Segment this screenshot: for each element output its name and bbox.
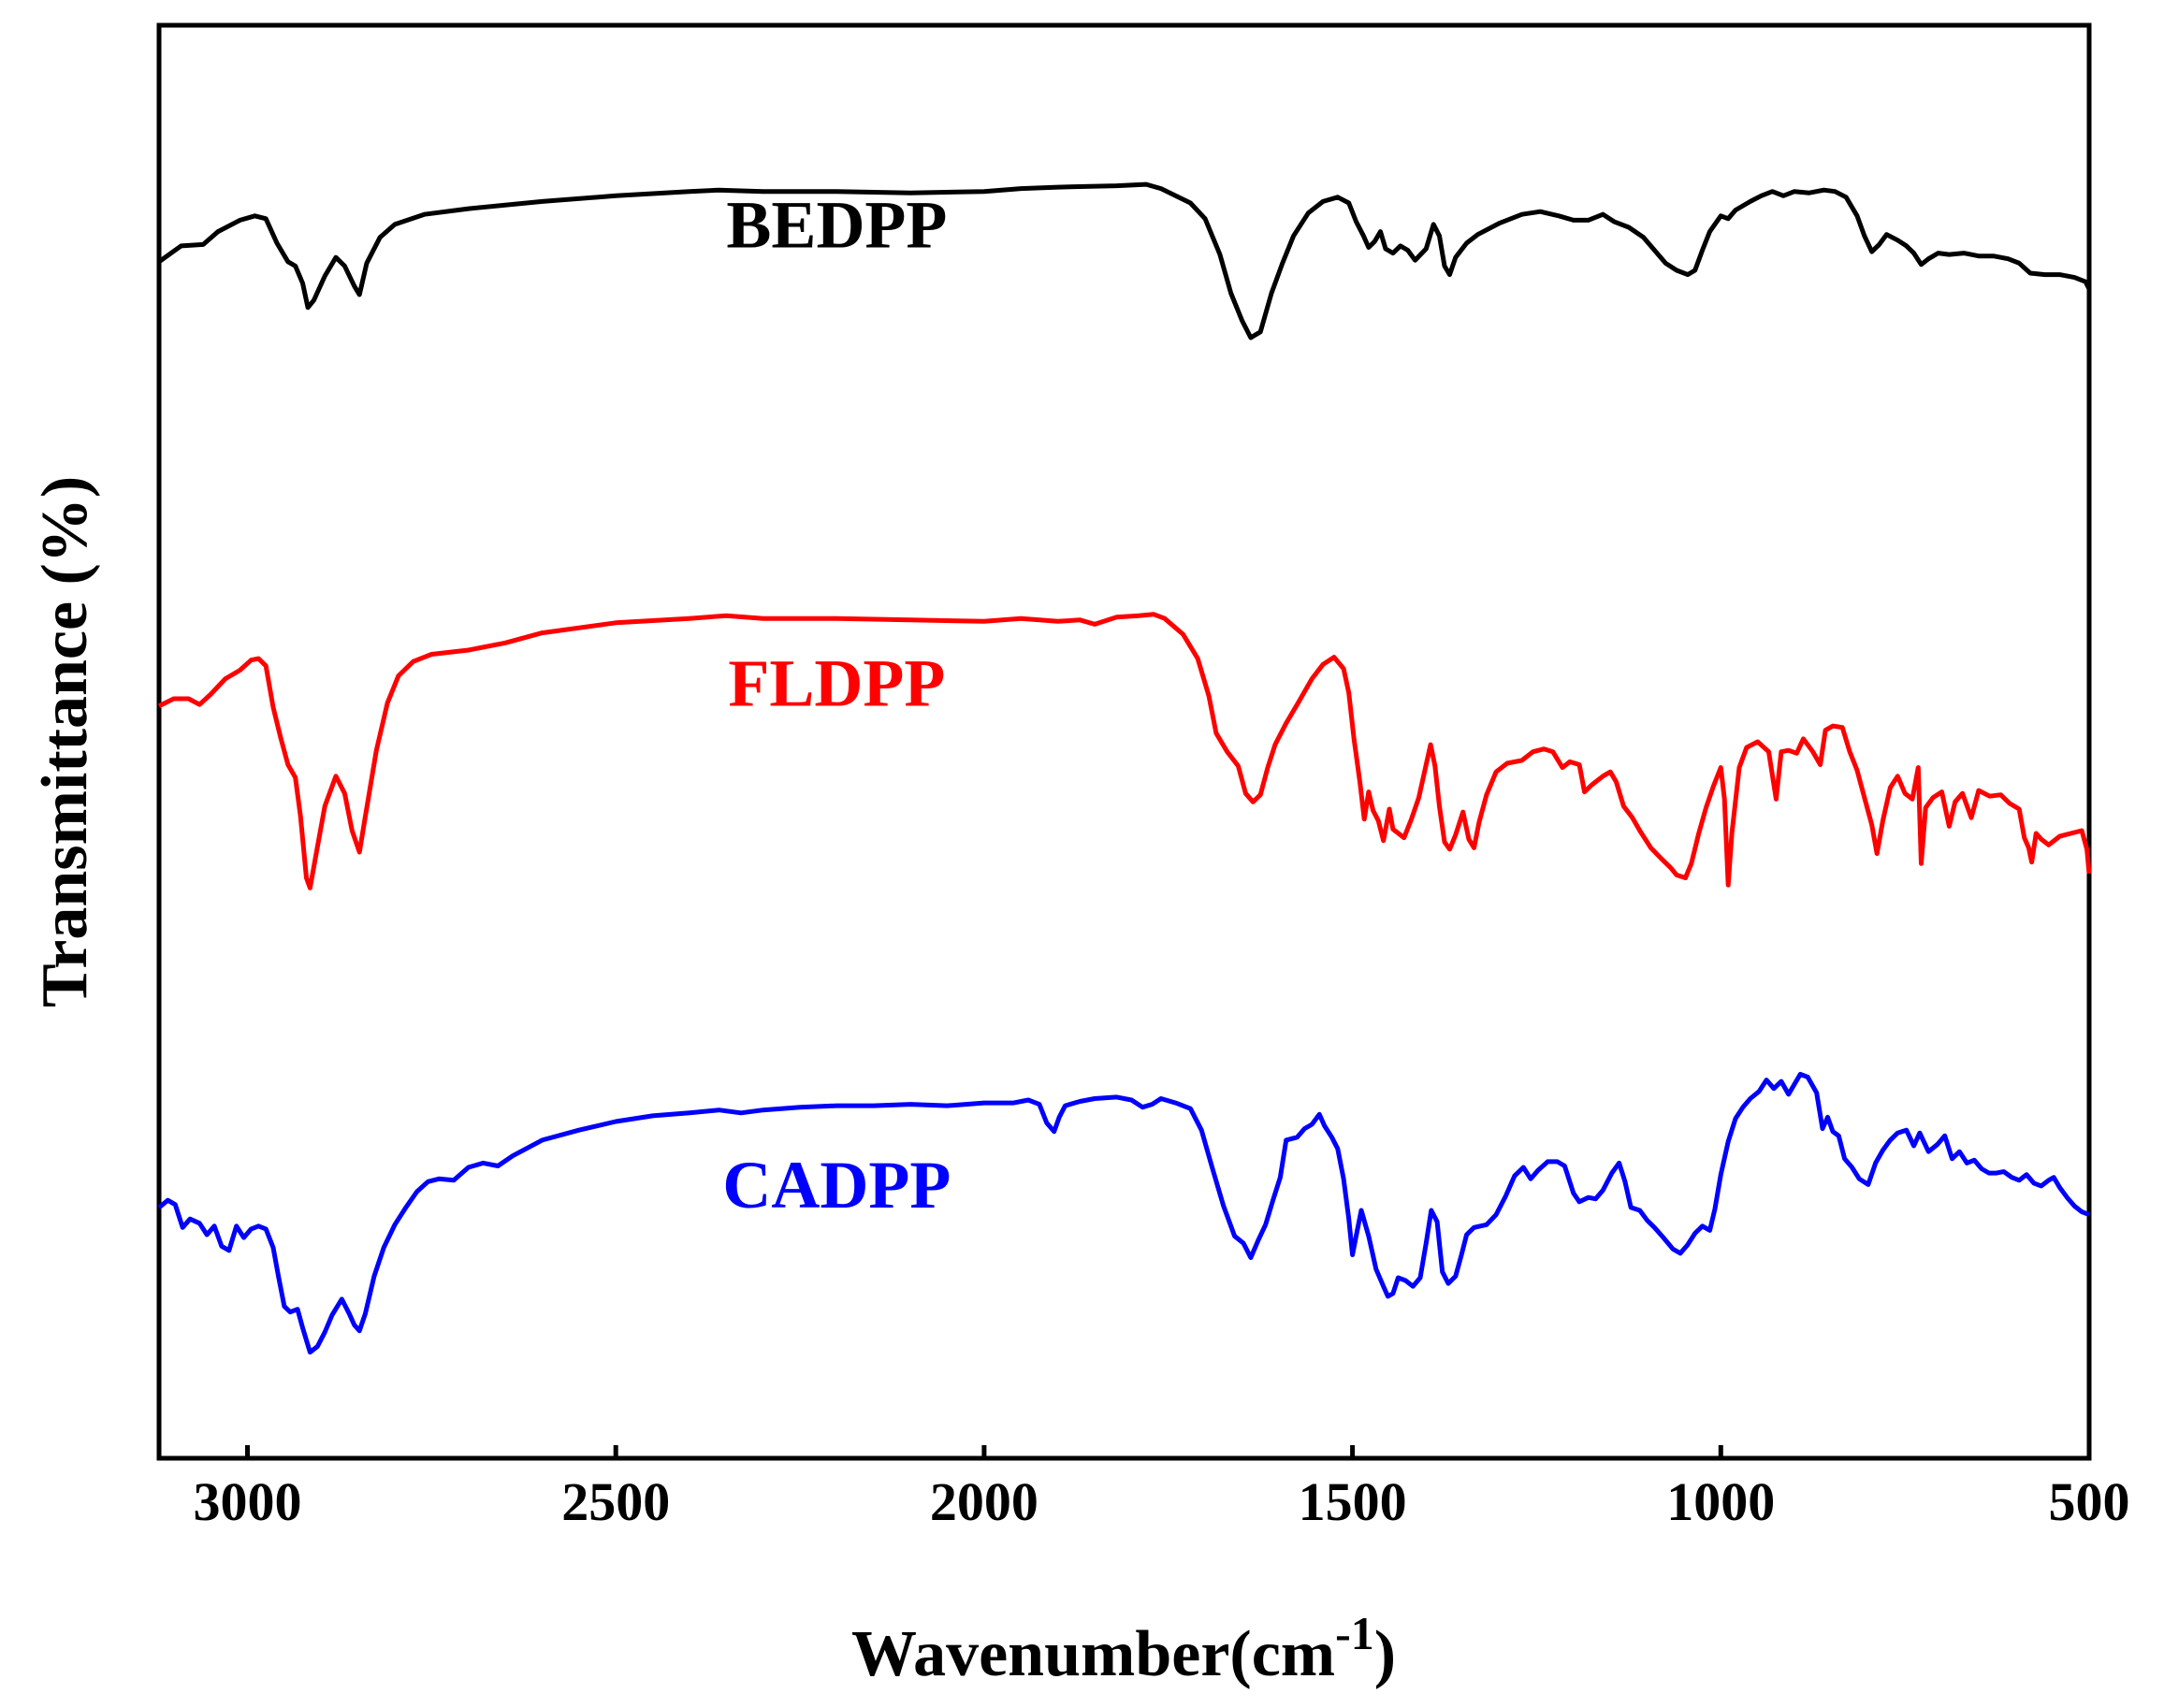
series-line-fldpp: [157, 612, 2092, 890]
x-axis-title: Wavenumber(cm-1): [851, 1607, 1396, 1690]
x-axis-ticks: 3000 2500 2000 1500 1000 500: [194, 1445, 2130, 1532]
y-axis-title: Transmittance (%): [29, 476, 101, 1007]
series-line-bedpp: [157, 181, 2092, 340]
x-tick-label: 500: [2049, 1471, 2130, 1532]
series-labels: BEDPP FLDPP CADPP: [722, 188, 951, 1223]
x-axis-title-main: Wavenumber(cm: [851, 1618, 1335, 1690]
x-tick-label: 1000: [1666, 1471, 1775, 1532]
series-label-cadpp: CADPP: [722, 1148, 951, 1223]
x-axis-title-close: ): [1374, 1618, 1396, 1690]
x-tick-label: 1500: [1299, 1471, 1407, 1532]
x-axis-title-superscript: -1: [1335, 1607, 1374, 1659]
series-label-fldpp: FLDPP: [728, 646, 945, 721]
x-tick-label: 2000: [930, 1471, 1038, 1532]
series-label-bedpp: BEDPP: [726, 188, 947, 263]
series-line-cadpp: [157, 1071, 2090, 1355]
x-tick-label: 3000: [194, 1471, 302, 1532]
plot-frame: [156, 22, 2092, 1461]
x-tick-label: 2500: [561, 1471, 670, 1532]
series-lines: [157, 181, 2092, 1355]
